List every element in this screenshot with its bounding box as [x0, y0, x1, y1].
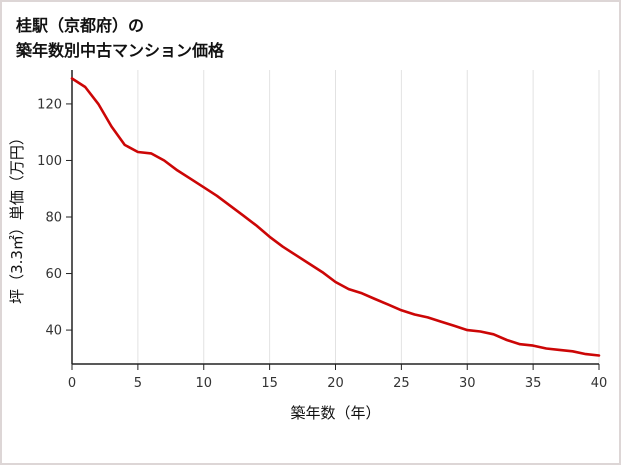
x-tick-label: 35	[525, 376, 542, 391]
x-tick-label: 5	[134, 376, 142, 391]
y-tick-label: 100	[37, 154, 62, 169]
chart-area: 0 5 10 15 20 25 30 35 40 40 60 80 100 120 築年数（年） 坪（3.3㎡…	[2, 64, 619, 449]
price-series-line	[70, 76, 601, 357]
x-tick-label: 25	[393, 376, 410, 391]
chart-title-line2: 築年数別中古マンション価格	[16, 40, 225, 60]
x-tick-label: 30	[459, 376, 476, 391]
x-tick-label: 10	[195, 376, 212, 391]
x-tick-label: 15	[261, 376, 278, 391]
x-tick-label: 0	[68, 376, 76, 391]
y-tick-label: 60	[45, 267, 62, 282]
y-tick-label: 120	[37, 97, 62, 112]
chart-title-line1: 桂駅（京都府）の	[16, 16, 145, 35]
y-tick-label: 80	[45, 210, 62, 225]
x-axis-label: 築年数（年）	[290, 404, 380, 422]
y-tick-label: 40	[45, 323, 62, 338]
price-line-chart: 0 5 10 15 20 25 30 35 40 40 60 80 100 120 築年数（年） 坪（3.3㎡…	[8, 69, 608, 422]
chart-title: 桂駅（京都府）の 築年数別中古マンション価格	[2, 2, 619, 64]
x-tick-label: 40	[591, 376, 608, 391]
x-tick-label: 20	[327, 376, 344, 391]
y-axis-label: 坪（3.3㎡）単価（万円）	[8, 130, 26, 304]
